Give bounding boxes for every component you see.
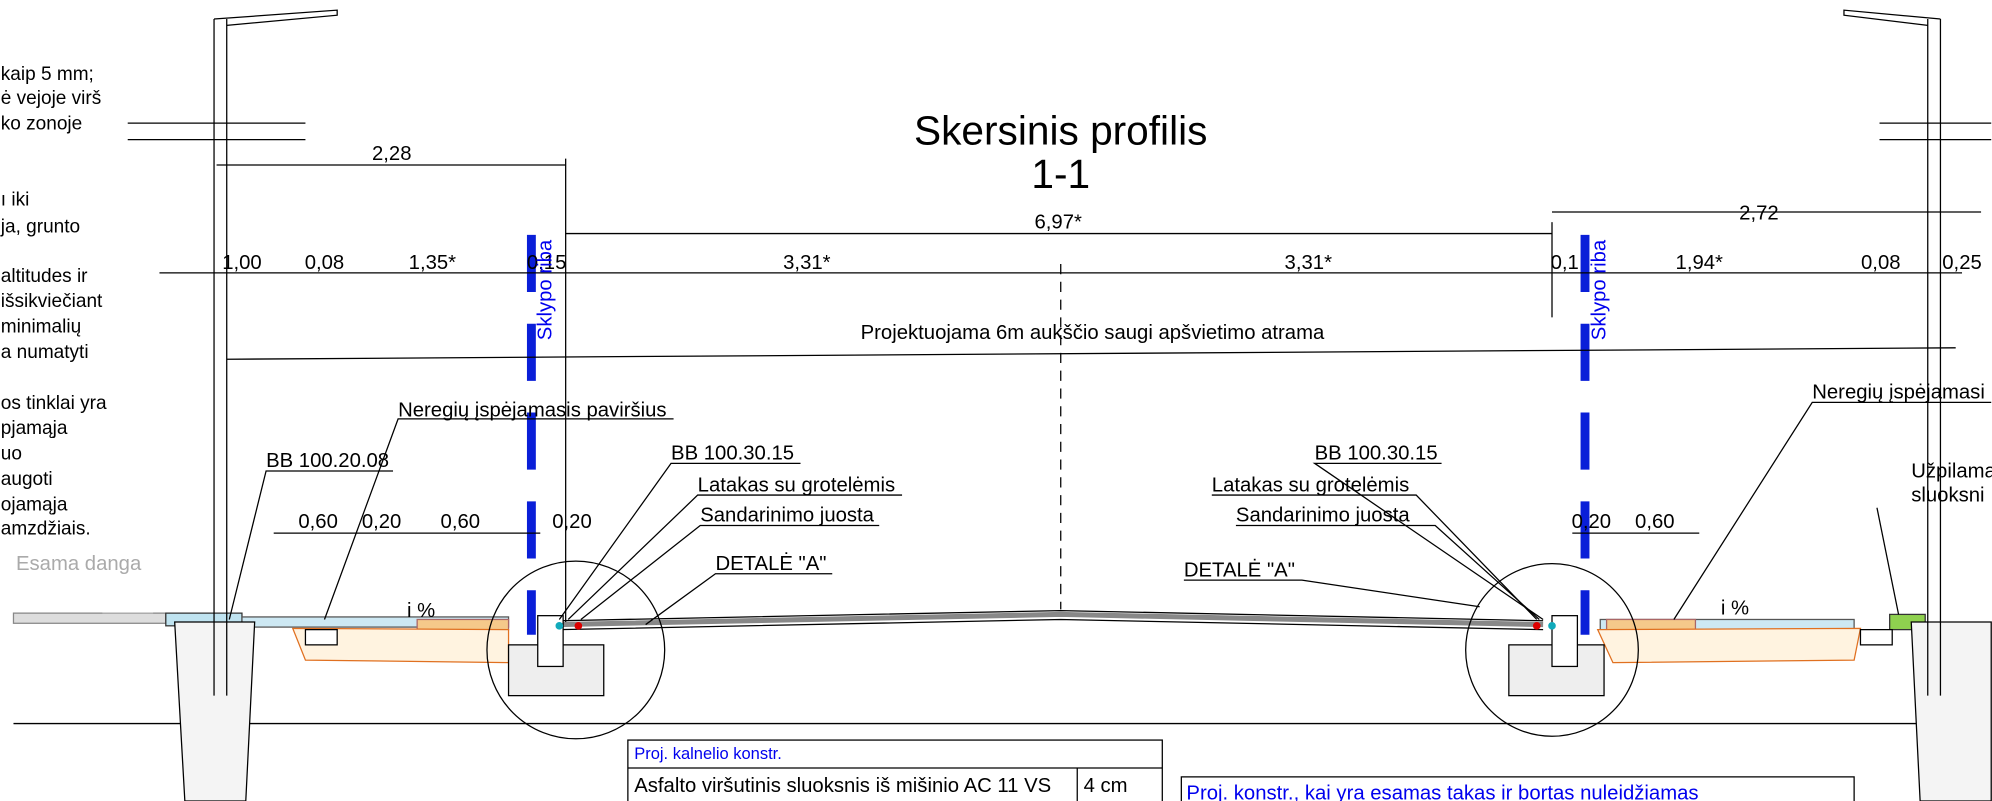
pole-label: Projektuojama 6m aukščio saugi apšvietim…: [861, 322, 1325, 344]
dimension: 1,00: [222, 252, 262, 274]
base-layer: [1596, 627, 1862, 664]
dimension: 3,31*: [1285, 252, 1333, 274]
label: Sandarinimo juosta: [1236, 505, 1410, 527]
seal: [1548, 622, 1556, 630]
table-header: Proj. konstr., kai yra esamas takas ir b…: [1186, 783, 1698, 801]
label: Užpilama: [1911, 460, 1992, 482]
note: uo: [1, 444, 22, 465]
detail-circle: [486, 560, 666, 740]
boundary-label: Sklypo riba: [1588, 239, 1610, 340]
label: Neregių įspėjamasis paviršius: [398, 399, 666, 421]
leader: [567, 494, 903, 620]
note: minimalių: [1, 317, 81, 338]
tactile: [1605, 618, 1697, 631]
leader: [323, 418, 674, 620]
leader: [580, 524, 880, 620]
pole-arrow: [226, 347, 1956, 360]
leader: [1235, 524, 1540, 620]
note: amzdžiais.: [1, 518, 91, 539]
label: Latakas su grotelėmis: [698, 474, 895, 496]
leader: [645, 573, 833, 626]
label: DETALĖ "A": [1184, 558, 1295, 581]
dimension: 6,97*: [1034, 211, 1082, 233]
subtitle: 1-1: [1031, 151, 1090, 197]
pole-arm: [1843, 9, 1941, 27]
leader: [228, 470, 394, 620]
dimension: 2,28: [372, 143, 412, 165]
dimension: 3,31*: [783, 252, 831, 274]
label: Sandarinimo juosta: [700, 505, 874, 527]
note: a numatyti: [1, 342, 89, 363]
note: altitudes ir: [1, 266, 88, 287]
dimension: 0,20: [362, 511, 402, 533]
existing-pavement: [12, 612, 167, 624]
dimension: 0,15: [527, 252, 567, 274]
label: sluoksni: [1911, 484, 1984, 506]
pole-foundation: [174, 621, 256, 801]
dimension: 0,25: [1942, 252, 1982, 274]
label: DETALĖ "A": [715, 552, 826, 575]
seal: [555, 622, 564, 630]
leader: [558, 462, 801, 620]
note: išsikviečiant: [1, 291, 103, 312]
note: ja, grunto: [0, 216, 80, 237]
table: [1180, 776, 1855, 801]
dimension: 0,1: [1551, 252, 1579, 274]
dimension: 1,94*: [1676, 252, 1724, 274]
pole-arm: [213, 9, 338, 27]
title: Skersinis profilis: [914, 108, 1207, 154]
small-curb: [304, 628, 338, 646]
label: BB 100.30.15: [671, 443, 794, 465]
road-bottom: [559, 618, 1544, 631]
slope: i %: [407, 600, 435, 622]
note: os tinklai yra: [1, 393, 107, 414]
leader: [1211, 494, 1538, 620]
note: ı iki: [1, 190, 30, 211]
detail-circle: [1465, 562, 1639, 737]
boundary-label: Sklypo riba: [535, 239, 557, 340]
dimension: 0,20: [552, 511, 592, 533]
dimension: 0,60: [298, 511, 338, 533]
notes: kaip 5 mm; ė vejoje virš ko zonoje ı iki…: [0, 64, 107, 539]
note: augoti: [1, 469, 53, 490]
leader: [1183, 579, 1480, 608]
note: ė vejoje virš: [1, 88, 101, 109]
label: BB 100.20.08: [266, 450, 389, 472]
slope: i %: [1721, 597, 1749, 619]
road-layer: [559, 611, 1544, 628]
leader: [1312, 462, 1544, 620]
seal: [1532, 622, 1541, 630]
table-cell: Asfalto viršutinis sluoksnis iš mišinio …: [634, 775, 1051, 797]
note: pjamąja: [1, 418, 68, 439]
dimension: 2,72: [1739, 203, 1779, 225]
pole-foundation: [1910, 621, 1992, 801]
dimension: 1,35*: [409, 252, 457, 274]
leader: [1876, 507, 1900, 615]
note: ojamąja: [1, 494, 68, 515]
table-header: Proj. kalnelio konstr.: [634, 745, 782, 763]
dimension: 0,08: [1861, 252, 1901, 274]
leader: [1673, 401, 1992, 620]
note: kaip 5 mm;: [1, 64, 94, 85]
dimension: 0,08: [305, 252, 345, 274]
road-top: [559, 609, 1544, 622]
label: Latakas su grotelėmis: [1212, 474, 1409, 496]
dimension: 0,60: [441, 511, 481, 533]
table: [627, 739, 1163, 801]
note: ko zonoje: [1, 113, 82, 134]
small-curb: [1859, 628, 1893, 646]
table-cell: 4 cm: [1084, 775, 1128, 797]
label: Neregių įspėjamasi: [1812, 382, 1985, 404]
curb: [1551, 615, 1579, 668]
seal: [574, 622, 583, 630]
dimension: 0,20: [1572, 511, 1612, 533]
existing-label: Esama danga: [16, 553, 142, 575]
label: BB 100.30.15: [1315, 443, 1438, 465]
dimension: 0,60: [1635, 511, 1675, 533]
